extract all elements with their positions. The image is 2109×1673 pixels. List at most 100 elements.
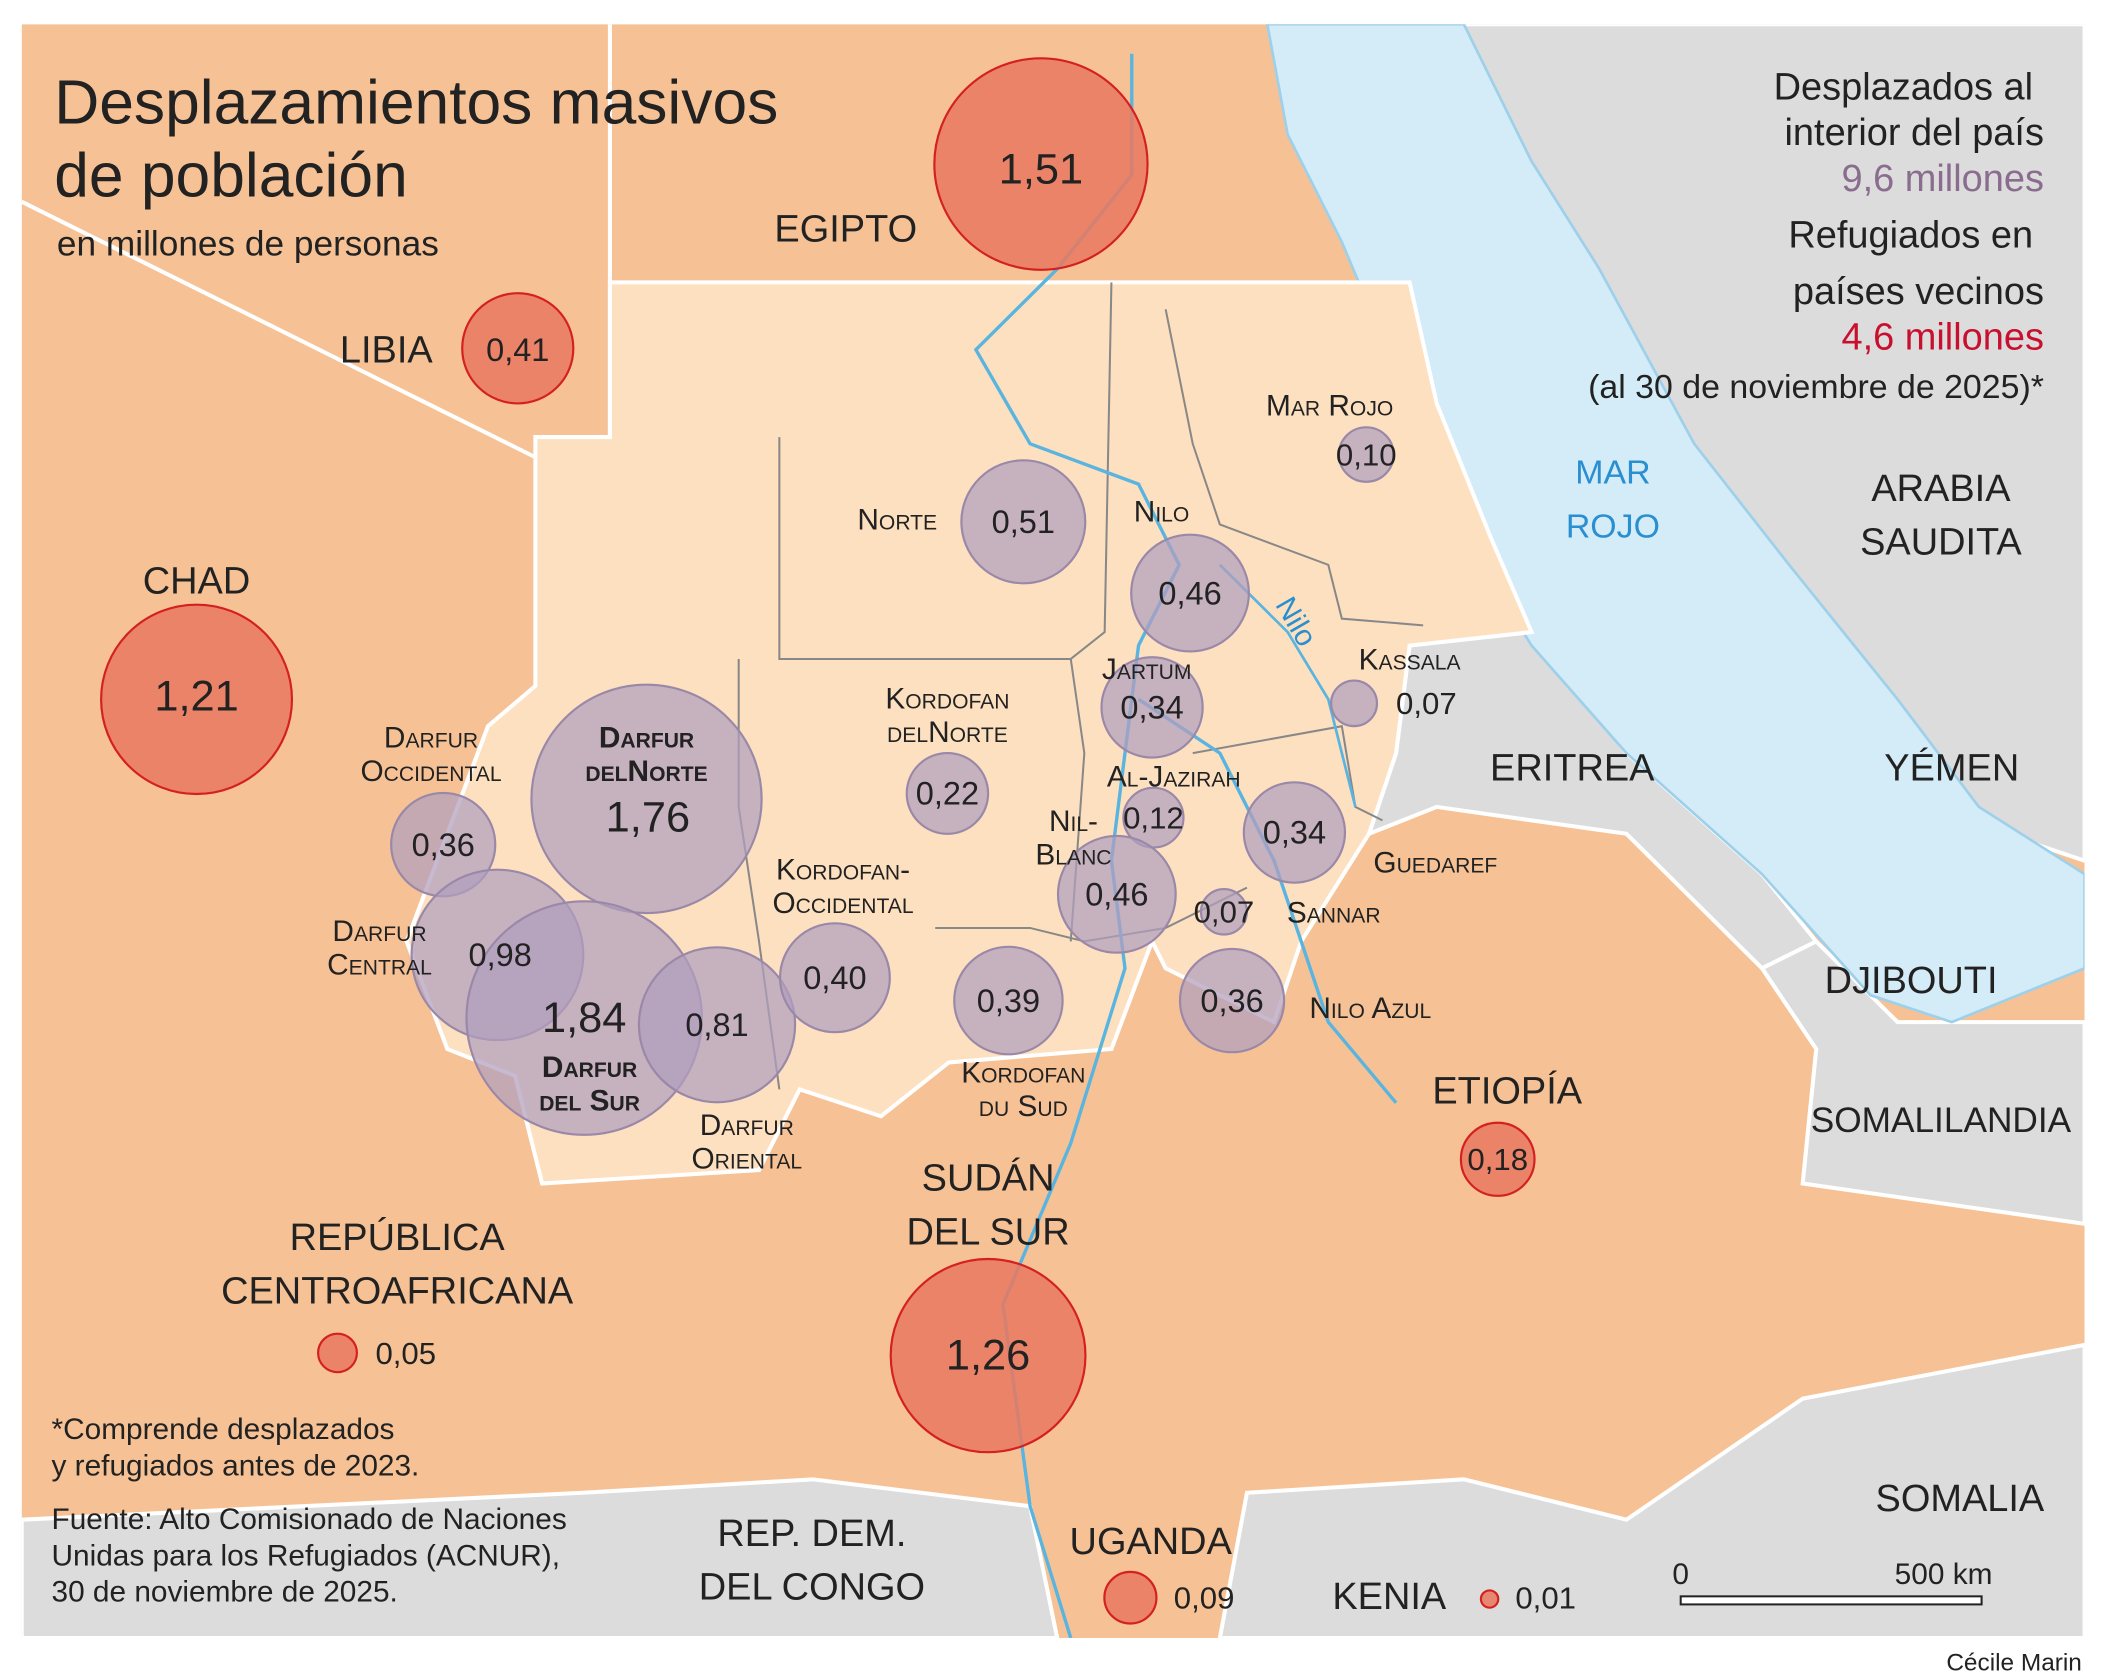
value-label: 1,84 (542, 994, 626, 1042)
place-name: ROJO (1566, 508, 1660, 546)
place-name: EGIPTO (774, 208, 917, 250)
place-name: Blanc (1035, 839, 1111, 872)
horn (1759, 938, 2085, 1226)
refugee-bubble (100, 603, 294, 796)
place-name: UGANDA (1070, 1521, 1233, 1563)
value-label: 0,46 (1158, 575, 1221, 611)
border (21, 199, 537, 460)
source: Fuente: Alto Comisionado de Naciones (52, 1503, 567, 1536)
place-name: SOMALILANDIA (1811, 1101, 2072, 1140)
refugee-label: Refugiados en (1788, 215, 2033, 257)
place-name: del Sur (539, 1085, 640, 1118)
idp-bubble (637, 946, 797, 1104)
idp-bubble (778, 922, 891, 1034)
river (973, 53, 1182, 1639)
credit: Cécile Marin (1946, 1649, 2082, 1673)
idp-bubble (1242, 781, 1347, 884)
place-name: DJIBOUTI (1825, 960, 1998, 1002)
value-label: 0,46 (1085, 877, 1148, 913)
header: Desplazamientos masivos de población en … (54, 69, 778, 264)
value-label: 0,18 (1467, 1142, 1528, 1177)
title: de población (54, 142, 408, 211)
place-name: CHAD (143, 561, 251, 603)
value-label: 1,21 (154, 673, 238, 721)
place-name: Darfur (599, 722, 694, 755)
value-label: 0,34 (1263, 815, 1326, 851)
place-name: DEL CONGO (699, 1567, 925, 1609)
scale-bar: 0 500 km (1672, 1558, 1993, 1606)
idp-bubble (953, 945, 1064, 1056)
place-name: KENIA (1332, 1576, 1447, 1618)
value-label: 0,36 (412, 827, 475, 863)
place-name: MAR (1575, 454, 1650, 492)
value-label: 0,10 (1336, 438, 1397, 473)
value-label: 0,98 (468, 937, 531, 973)
idp-bubble (1330, 679, 1379, 728)
value-label: 1,51 (999, 146, 1083, 194)
region-border (1069, 282, 1113, 942)
value-label: 0,41 (486, 332, 549, 368)
place-name: LIBIA (340, 329, 434, 371)
source: Unidas para los Refugiados (ACNUR), (52, 1540, 561, 1573)
place-name: Al-Jazirah (1107, 761, 1241, 794)
value-label: 0,05 (375, 1336, 436, 1371)
refugee-total: 4,6 millones (1841, 317, 2043, 359)
place-name: Sannar (1287, 896, 1381, 929)
place-name: Kordofan- (776, 853, 910, 886)
value-label: 0,07 (1194, 895, 1255, 930)
place-name: CENTROAFRICANA (221, 1271, 574, 1313)
place-name: REP. DEM. (717, 1513, 906, 1555)
place-name: Darfur (332, 915, 426, 948)
place-name: Guedaref (1373, 847, 1497, 880)
value-label: 0,34 (1120, 690, 1183, 726)
refugee-bubble (933, 57, 1149, 271)
summary: Desplazados al interior del país 9,6 mil… (1588, 67, 2044, 406)
place-name: ETIOPÍA (1432, 1070, 1582, 1112)
idp-total: 9,6 millones (1841, 158, 2043, 200)
scale-end: 500 km (1895, 1558, 1993, 1591)
value-label: 0,01 (1515, 1581, 1576, 1616)
region-border (778, 437, 1071, 660)
place-name: Nil- (1049, 805, 1098, 838)
region-border (1164, 309, 1424, 627)
kenya-somalia (1217, 1342, 2085, 1639)
place-name: Occidental (773, 887, 914, 920)
idp-bubble (905, 752, 990, 835)
place-name: Darfur (700, 1109, 794, 1142)
place-name: SOMALIA (1876, 1478, 2045, 1520)
title: Desplazamientos masivos (54, 69, 778, 138)
value-label: 0,09 (1174, 1581, 1235, 1616)
idp-bubble (1178, 947, 1286, 1054)
place-name: Oriental (691, 1143, 802, 1176)
place-name: delNorte (887, 716, 1008, 749)
value-label: 0,12 (1123, 801, 1184, 836)
place-name: YÉMEN (1884, 748, 2019, 790)
place-name: Darfur (542, 1051, 637, 1084)
place-name: Mar Rojo (1266, 389, 1393, 422)
scale-start: 0 (1672, 1558, 1689, 1591)
idp-bubble (1130, 533, 1250, 653)
footnote: y refugiados antes de 2023. (52, 1449, 420, 1482)
refugee-label: países vecinos (1793, 271, 2044, 313)
idp-bubble (530, 683, 763, 915)
refugee-bubble (461, 292, 575, 405)
place-name: SUDÁN (922, 1158, 1055, 1200)
labels: 1,51 EGIPTO 0,41 LIBIA 1,21 CHAD 0,05 REPÚBLICA… (143, 146, 2072, 1618)
idp-label: interior del país (1785, 112, 2044, 154)
place-name: delNorte (585, 755, 707, 788)
value-label: 0,51 (992, 504, 1055, 540)
place-name: DEL SUR (907, 1212, 1070, 1254)
idp-bubble (1056, 834, 1177, 954)
subtitle: en millones de personas (57, 225, 439, 264)
place-name: Darfur (384, 722, 478, 755)
value-label: 0,36 (1200, 983, 1263, 1019)
region-border (1192, 725, 1383, 822)
refugee-bubble (317, 1332, 358, 1374)
source: 30 de noviembre de 2025. (52, 1576, 398, 1609)
idp-label: Desplazados al (1774, 67, 2033, 109)
idp-bubble (1199, 887, 1248, 936)
refugee-bubble (889, 1257, 1087, 1454)
place-name: Kordofan (885, 683, 1009, 716)
place-name: Kordofan (961, 1056, 1085, 1089)
